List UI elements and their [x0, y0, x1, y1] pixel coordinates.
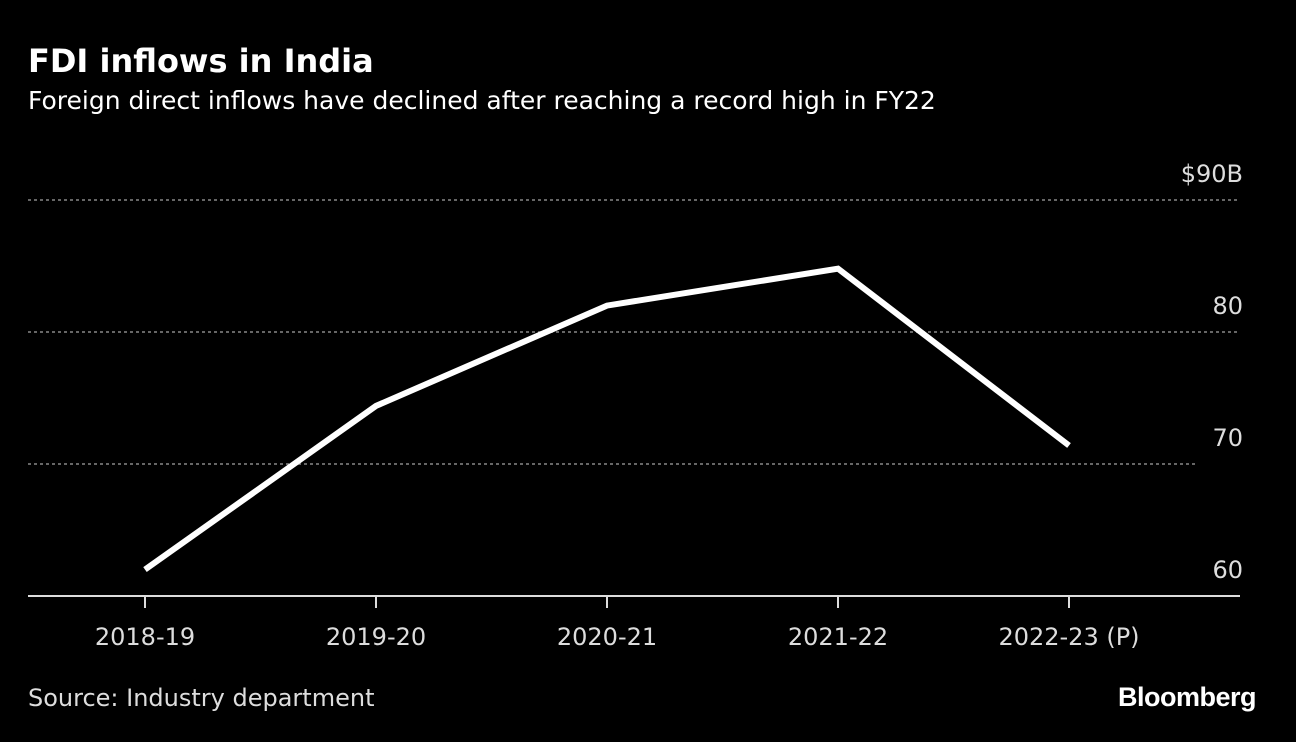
y-tick-label: $90B [1181, 160, 1243, 188]
x-tick-label: 2019-20 [326, 623, 426, 651]
x-tick-label: 2020-21 [557, 623, 657, 651]
y-tick-label: 70 [1212, 424, 1243, 452]
chart-subtitle: Foreign direct inflows have declined aft… [28, 86, 936, 115]
x-tick-label: 2018-19 [95, 623, 195, 651]
bloomberg-logo: Bloomberg [1117, 682, 1257, 712]
x-tick-label: 2021-22 [788, 623, 888, 651]
y-tick-label: 80 [1212, 292, 1243, 320]
chart-title: FDI inflows in India [28, 42, 374, 80]
source-note: Source: Industry department [28, 684, 375, 712]
y-tick-label: 60 [1212, 556, 1243, 584]
series-line [143, 265, 1071, 573]
x-tick-label: 2022-23 (P) [998, 623, 1139, 651]
